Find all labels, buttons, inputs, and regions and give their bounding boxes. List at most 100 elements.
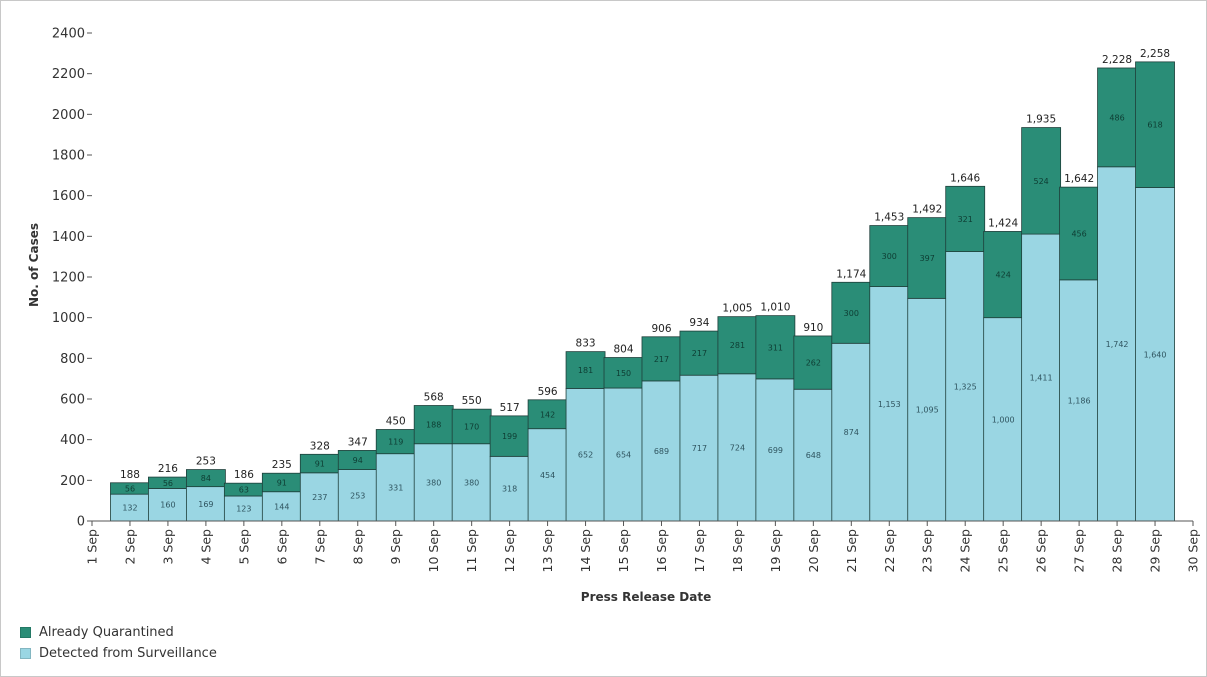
y-tick-label: 600 [60,393,85,408]
data-label-total: 550 [462,395,482,407]
y-tick-label: 2400 [52,27,85,42]
data-label-quarantined: 91 [277,478,287,487]
bar-surveillance [641,380,682,522]
data-label-quarantined: 94 [353,456,363,465]
data-label-quarantined: 456 [1071,229,1086,238]
data-label-quarantined: 217 [692,349,707,358]
x-tick-label: 28 Sep [1110,529,1125,573]
data-label-surveillance: 652 [578,451,593,460]
data-label-surveillance: 318 [502,485,517,494]
x-tick-label: 14 Sep [578,529,593,573]
bar-quarantined [1097,67,1137,168]
data-label-surveillance: 699 [768,446,783,455]
data-label-surveillance: 160 [160,501,175,510]
bar-quarantined [1135,61,1175,188]
data-label-surveillance: 331 [388,483,403,492]
x-tick-label: 26 Sep [1034,529,1049,573]
data-label-quarantined: 199 [502,432,517,441]
x-axis: 1 Sep 2 Sep 3 Sep 4 Sep 5 Sep 6 Sep 7 Sep 8 Sep… [85,520,1201,573]
x-tick-label: 11 Sep [464,529,479,573]
bar-quarantined [679,330,720,376]
data-label-surveillance: 1,640 [1144,350,1167,359]
data-label-surveillance: 380 [464,478,479,487]
data-label-quarantined: 524 [1033,177,1048,186]
data-label-quarantined: 84 [201,474,211,483]
x-tick-label: 10 Sep [426,529,441,573]
x-tick-label: 24 Sep [958,529,973,573]
bar-quarantined [907,217,948,299]
bar-quarantined [869,225,910,287]
data-label-total: 910 [803,322,823,334]
legend-label: Already Quarantined [39,625,174,640]
y-tick-label: 800 [60,352,85,367]
x-tick-label: 30 Sep [1186,529,1201,573]
data-label-total: 596 [538,386,558,398]
data-label-quarantined: 188 [426,421,441,430]
bar-quarantined [413,405,454,445]
data-label-quarantined: 486 [1109,113,1124,122]
x-tick-label: 2 Sep [122,529,137,565]
y-tick-label: 1000 [52,311,85,326]
data-label-quarantined: 300 [882,252,897,261]
x-tick-label: 3 Sep [160,529,175,565]
y-tick-label: 1800 [52,149,85,164]
bar-surveillance [755,378,796,522]
data-label-total: 906 [651,323,671,335]
bar-surveillance [1135,187,1175,522]
legend: Already Quarantined Detected from Survei… [20,622,217,664]
data-label-surveillance: 169 [198,500,213,509]
bar-surveillance [869,286,910,522]
data-label-surveillance: 380 [426,478,441,487]
data-label-total: 1,174 [836,268,866,280]
x-tick-label: 18 Sep [730,529,745,573]
x-tick-label: 6 Sep [274,529,289,565]
y-tick-label: 400 [60,433,85,448]
data-label-total: 517 [500,402,520,414]
data-label-total: 450 [386,416,406,428]
data-label-total: 1,005 [722,303,752,315]
bar-surveillance [717,373,758,522]
data-label-surveillance: 1,742 [1106,340,1129,349]
bar-quarantined [831,281,872,344]
x-tick-label: 1 Sep [85,529,100,565]
bar-quarantined [793,335,834,390]
x-tick-label: 13 Sep [540,529,555,573]
bar-quarantined [755,315,796,380]
bar-surveillance [527,428,568,522]
bar-surveillance [565,388,606,522]
data-label-quarantined: 181 [578,366,593,375]
x-axis-title: Press Release Date [581,590,711,604]
data-label-surveillance: 1,095 [916,406,939,415]
data-label-total: 833 [576,338,596,350]
data-label-surveillance: 144 [274,502,289,511]
data-label-total: 216 [158,463,178,475]
bar-surveillance [793,388,834,522]
data-label-total: 1,935 [1026,114,1056,126]
data-label-quarantined: 397 [920,254,935,263]
x-tick-label: 27 Sep [1072,529,1087,573]
legend-item-surveillance[interactable]: Detected from Surveillance [20,643,217,664]
x-tick-label: 19 Sep [768,529,783,573]
data-label-surveillance: 717 [692,444,707,453]
y-tick-label: 1200 [52,271,85,286]
x-tick-label: 8 Sep [350,529,365,565]
data-label-quarantined: 150 [616,369,631,378]
bar-quarantined [185,469,226,488]
data-label-total: 2,228 [1102,54,1132,66]
bar-quarantined [945,185,986,252]
bar-surveillance [945,251,986,522]
data-label-total: 1,646 [950,172,980,184]
x-tick-label: 17 Sep [692,529,707,573]
legend-swatch-quarantined [20,627,31,638]
stacked-bar-chart: 0 200 400 600 800 1000 1200 1400 1600 1800 2000 220… [27,27,1201,605]
data-label-total: 804 [613,344,633,356]
x-tick-label: 4 Sep [198,529,213,565]
bar-quarantined [717,316,758,375]
bars: 132 56 188 160 56 216 169 84 253 123 63 186 144 91 235… [110,48,1175,522]
data-label-surveillance: 1,153 [878,400,901,409]
legend-item-quarantined[interactable]: Already Quarantined [20,622,217,643]
data-label-total: 934 [689,317,709,329]
data-label-quarantined: 300 [844,309,859,318]
y-tick-label: 2200 [52,67,85,82]
bar-surveillance [337,469,378,522]
